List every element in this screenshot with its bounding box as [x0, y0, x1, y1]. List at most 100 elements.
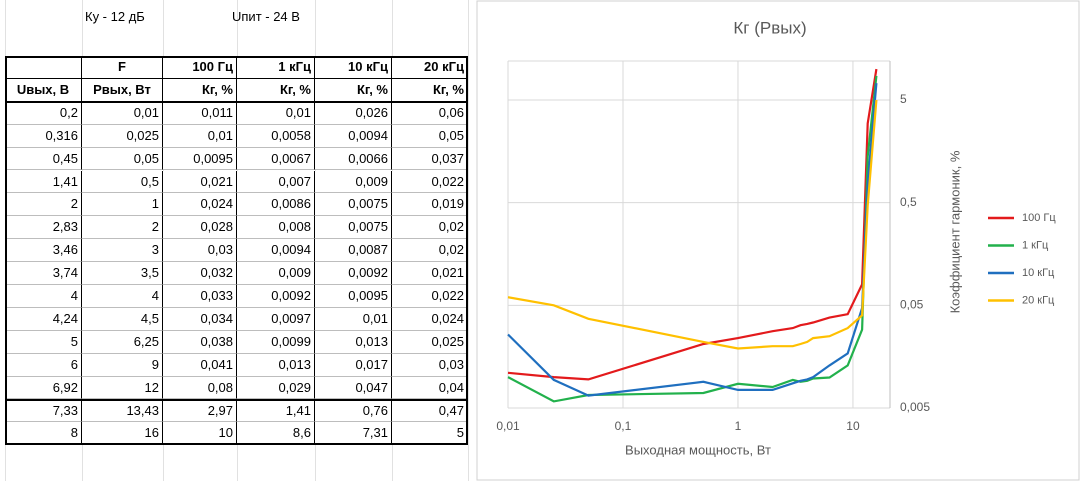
series-line	[507, 99, 878, 350]
y-tick-label: 5	[900, 92, 907, 106]
table-cell: 2,83	[5, 216, 82, 240]
chart-title: Кг (Рвых)	[733, 18, 806, 37]
table-cell: 0,05	[392, 124, 468, 148]
table-cell: 0,028	[163, 216, 237, 240]
table-cell: 0,47	[392, 399, 468, 423]
param: Ку - 12 дБ	[85, 9, 145, 24]
table-cell: 0,0097	[237, 307, 315, 331]
table-cell: 0,76	[315, 399, 392, 423]
table-cell: 0,0067	[237, 147, 315, 171]
y-axis-label: Коэффициент гармоник, %	[947, 150, 962, 313]
table-cell: 0,017	[315, 353, 392, 377]
chart-frame	[476, 0, 1080, 481]
table-cell: 3	[82, 239, 163, 263]
table-cell: 0,02	[392, 239, 468, 263]
table-cell: 0,009	[315, 170, 392, 194]
table-cell: 3,46	[5, 239, 82, 263]
table-cell: 0,01	[82, 101, 163, 125]
table-cell: 0,316	[5, 124, 82, 148]
table-cell: 0,0075	[315, 216, 392, 240]
table-cell: 0,0087	[315, 239, 392, 263]
table-cell: 5	[5, 330, 82, 354]
table-cell: 0,047	[315, 376, 392, 400]
table-cell: 0,033	[163, 285, 237, 308]
table-cell: 0,007	[237, 170, 315, 194]
table-cell: 0,5	[82, 170, 163, 194]
table-cell: 0,019	[392, 193, 468, 217]
table-cell: 0,013	[315, 330, 392, 354]
table-cell: 0,008	[237, 216, 315, 240]
table-cell: 2	[82, 216, 163, 240]
table-cell: 0,0092	[237, 285, 315, 308]
table-cell: 7,33	[5, 399, 82, 423]
table-cell: 0,022	[392, 285, 468, 308]
header-cell: 10 кГц	[315, 56, 392, 79]
table-cell: 0,01	[315, 307, 392, 331]
table-cell: 0,03	[392, 353, 468, 377]
table-rule	[5, 398, 468, 401]
legend-label: 1 кГц	[1022, 239, 1049, 251]
table-cell: 0,013	[237, 353, 315, 377]
table-cell: 0,021	[392, 262, 468, 285]
table-cell: 0,0092	[315, 262, 392, 285]
table-cell: 0,0095	[315, 285, 392, 308]
header-cell: Рвых, Вт	[82, 78, 163, 102]
table-cell: 4	[82, 285, 163, 308]
chart: Кг (Рвых) Выходная мощность, Вт Коэффици…	[476, 0, 1080, 481]
table-cell: 0,0066	[315, 147, 392, 171]
table-cell: 0,038	[163, 330, 237, 354]
table-cell: 0,024	[163, 193, 237, 217]
table-cell: 0,05	[82, 147, 163, 171]
param: Uпит - 24 В	[232, 9, 300, 24]
table-cell: 0,009	[237, 262, 315, 285]
table-cell: 2,97	[163, 399, 237, 423]
table-cell: 0,0095	[163, 147, 237, 171]
table-cell: 0,021	[163, 170, 237, 194]
legend-label: 20 кГц	[1022, 294, 1055, 306]
table-cell: 0,011	[163, 101, 237, 125]
header-cell: 100 Гц	[163, 56, 237, 79]
table-cell: 6,25	[82, 330, 163, 354]
table-cell: 0,01	[163, 124, 237, 148]
table-cell: 13,43	[82, 399, 163, 423]
legend-label: 10 кГц	[1022, 267, 1055, 279]
x-tick-label: 1	[735, 419, 742, 433]
x-tick-label: 0,01	[496, 419, 520, 433]
y-tick-label: 0,5	[900, 195, 917, 209]
table-cell: 4,24	[5, 307, 82, 331]
table-rule	[5, 77, 468, 79]
table-rule	[5, 100, 468, 103]
table-cell: 4,5	[82, 307, 163, 331]
table-cell: 0,0058	[237, 124, 315, 148]
table-cell: 0,08	[163, 376, 237, 400]
legend-label: 100 Гц	[1022, 212, 1056, 224]
table-cell: 0,034	[163, 307, 237, 331]
table-cell: 4	[5, 285, 82, 308]
table-cell: 1,41	[237, 399, 315, 423]
table-cell: 0,0086	[237, 193, 315, 217]
table-cell: 0,0075	[315, 193, 392, 217]
spreadsheet: Ку - 12 дБ Uпит - 24 В F 100 Гц 1 кГц 10 кГц 2…	[0, 0, 476, 481]
table-cell: 0,037	[392, 147, 468, 171]
series-line	[507, 83, 878, 397]
y-tick-label: 0,005	[900, 400, 930, 414]
table-cell: 0,026	[315, 101, 392, 125]
table-cell: 0,0099	[237, 330, 315, 354]
table-cell: 0,02	[392, 216, 468, 240]
table-cell: 0,2	[5, 101, 82, 125]
table-cell: 0,025	[82, 124, 163, 148]
table-cell: 6,92	[5, 376, 82, 400]
table-cell: 3,5	[82, 262, 163, 285]
table-cell: 0,45	[5, 147, 82, 171]
table-cell: 3,74	[5, 262, 82, 285]
table-border	[5, 56, 468, 446]
table-cell: 0,041	[163, 353, 237, 377]
table-cell: 6	[5, 353, 82, 377]
series-line	[507, 68, 878, 381]
table-cell: 0,01	[237, 101, 315, 125]
x-axis-label: Выходная мощность, Вт	[625, 442, 771, 457]
x-tick-label: 0,1	[615, 419, 632, 433]
table-cell: 9	[82, 353, 163, 377]
table-cell: 0,06	[392, 101, 468, 125]
